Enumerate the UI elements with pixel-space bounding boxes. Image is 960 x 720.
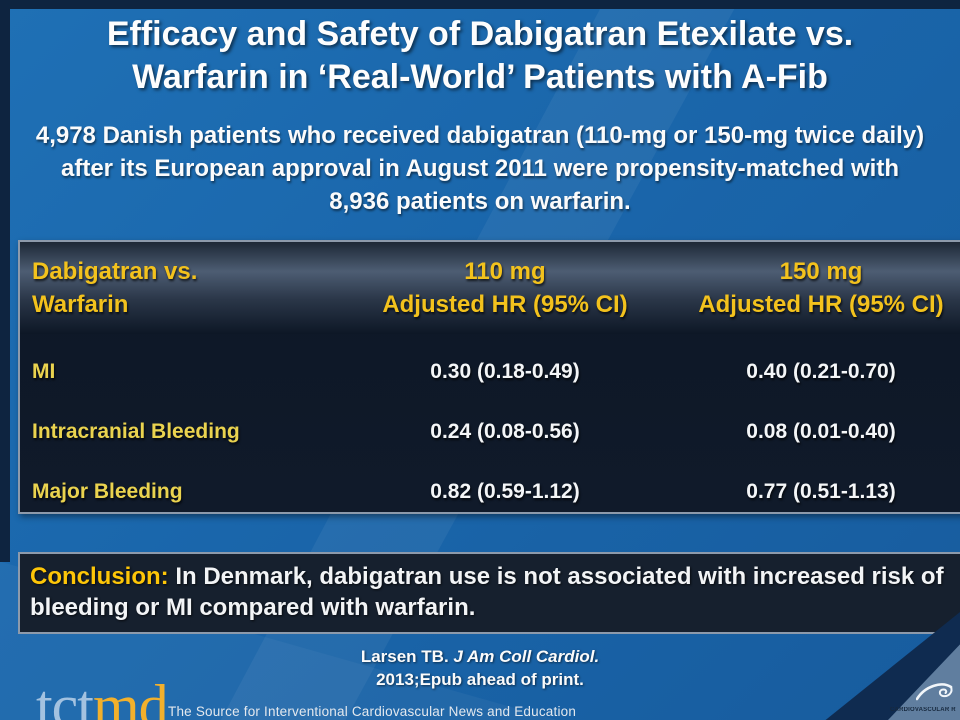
header-110mg-measure: Adjusted HR (95% CI) bbox=[382, 291, 628, 318]
results-table-header: Dabigatran vs. Warfarin 110 mg Adjusted … bbox=[20, 242, 960, 334]
crf-swoosh-icon bbox=[916, 683, 953, 701]
tctmd-logo: tctmd bbox=[36, 673, 169, 720]
conclusion-box: Conclusion: In Denmark, dabigatran use i… bbox=[18, 552, 960, 634]
slide-title-line2: Warfarin in ‘Real-World’ Patients with A… bbox=[132, 58, 828, 96]
citation-line1: Larsen TB. J Am Coll Cardiol. bbox=[0, 645, 960, 668]
intracranial-hr-110: 0.24 (0.08-0.56) bbox=[430, 420, 580, 443]
tctmd-logo-md: md bbox=[92, 673, 169, 720]
intracranial-hr-150: 0.08 (0.01-0.40) bbox=[746, 420, 896, 443]
header-150mg-dose: 150 mg bbox=[779, 258, 863, 285]
crf-logo-text: CARDIOVASCULAR R bbox=[890, 707, 956, 713]
conclusion-text: In Denmark, dabigatran use is not associ… bbox=[30, 563, 944, 621]
citation-journal: J Am Coll Cardiol. bbox=[453, 647, 600, 666]
tctmd-logo-tct: tct bbox=[36, 673, 94, 720]
conclusion-label: Conclusion: bbox=[30, 563, 169, 590]
header-110mg-dose: 110 mg bbox=[464, 258, 546, 285]
header-comparison-line1: Dabigatran vs. bbox=[32, 258, 198, 285]
header-comparison-line2: Warfarin bbox=[32, 291, 129, 318]
header-150mg: 150 mg Adjusted HR (95% CI) bbox=[658, 255, 960, 321]
major-bleeding-hr-150: 0.77 (0.51-1.13) bbox=[746, 480, 896, 503]
slide-title: Efficacy and Safety of Dabigatran Etexil… bbox=[0, 0, 960, 99]
tctmd-tagline: The Source for Interventional Cardiovasc… bbox=[168, 704, 577, 719]
citation-line2: 2013;Epub ahead of print. bbox=[376, 670, 584, 689]
table-row: Intracranial Bleeding 0.24 (0.08-0.56) 0… bbox=[20, 402, 960, 462]
header-110mg: 110 mg Adjusted HR (95% CI) bbox=[352, 255, 658, 321]
results-table: Dabigatran vs. Warfarin 110 mg Adjusted … bbox=[18, 240, 960, 514]
row-label-mi: MI bbox=[32, 360, 56, 383]
mi-hr-150: 0.40 (0.21-0.70) bbox=[746, 360, 896, 383]
major-bleeding-hr-110: 0.82 (0.59-1.12) bbox=[430, 480, 580, 503]
slide-title-line1: Efficacy and Safety of Dabigatran Etexil… bbox=[106, 15, 854, 53]
row-label-major-bleeding: Major Bleeding bbox=[32, 480, 183, 503]
table-row: Major Bleeding 0.82 (0.59-1.12) 0.77 (0.… bbox=[20, 462, 960, 522]
citation: Larsen TB. J Am Coll Cardiol. 2013;Epub … bbox=[0, 645, 960, 691]
left-accent-bar bbox=[0, 0, 10, 562]
table-row: MI 0.30 (0.18-0.49) 0.40 (0.21-0.70) bbox=[20, 342, 960, 402]
results-table-body: MI 0.30 (0.18-0.49) 0.40 (0.21-0.70) Int… bbox=[20, 334, 960, 522]
header-150mg-measure: Adjusted HR (95% CI) bbox=[698, 291, 944, 318]
study-description: 4,978 Danish patients who received dabig… bbox=[35, 122, 925, 215]
citation-authors: Larsen TB. bbox=[360, 647, 454, 666]
mi-hr-110: 0.30 (0.18-0.49) bbox=[430, 360, 580, 383]
top-accent-bar bbox=[0, 0, 960, 9]
row-label-intracranial-bleeding: Intracranial Bleeding bbox=[32, 420, 240, 443]
header-comparison: Dabigatran vs. Warfarin bbox=[20, 255, 352, 321]
